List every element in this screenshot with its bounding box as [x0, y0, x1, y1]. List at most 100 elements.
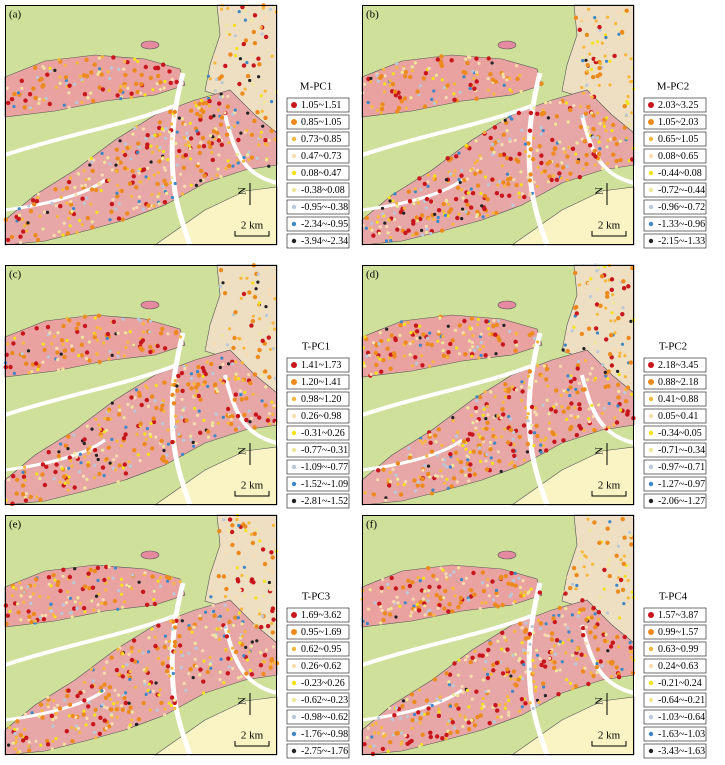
- legend-label: -1.52~-1.09: [301, 479, 348, 490]
- sample-dot: [143, 679, 147, 683]
- sample-dot: [478, 607, 482, 611]
- sample-dot: [155, 82, 159, 86]
- sample-dot: [189, 386, 194, 391]
- sample-dot: [239, 675, 243, 679]
- sample-dot: [499, 193, 505, 198]
- sample-dot: [496, 715, 500, 719]
- sample-dot: [193, 657, 197, 661]
- sample-dot: [478, 335, 483, 339]
- sample-dot: [580, 85, 584, 90]
- sample-dot: [628, 360, 633, 365]
- sample-dot: [619, 29, 625, 35]
- sample-dot: [112, 458, 116, 462]
- sample-dot: [37, 714, 41, 718]
- sample-dot: [155, 181, 160, 187]
- sample-dot: [234, 595, 238, 599]
- legend-label: 0.41~0.88: [658, 394, 698, 405]
- sample-dot: [152, 204, 156, 208]
- sample-dot: [491, 142, 495, 146]
- sample-dot: [35, 75, 39, 80]
- sample-dot: [467, 473, 472, 478]
- sample-dot: [237, 523, 241, 528]
- sample-dot: [257, 347, 262, 353]
- sample-dot: [252, 554, 256, 559]
- sample-dot: [563, 150, 567, 154]
- sample-dot: [116, 693, 121, 697]
- sample-dot: [192, 444, 196, 448]
- sample-dot: [181, 408, 185, 412]
- sample-dot: [70, 209, 74, 213]
- sample-dot: [7, 743, 11, 747]
- scale-bar: [591, 231, 627, 237]
- sample-dot: [215, 389, 220, 393]
- sample-dot: [129, 95, 133, 100]
- sample-dot: [604, 33, 608, 37]
- sample-dot: [483, 353, 488, 358]
- sample-dot: [532, 180, 536, 184]
- sample-dot: [475, 209, 480, 215]
- sample-dot: [606, 384, 611, 389]
- sample-dot: [388, 480, 393, 484]
- sample-dot: [573, 15, 579, 20]
- sample-dot: [107, 685, 113, 690]
- sample-dot: [591, 562, 595, 566]
- sample-dot: [168, 674, 172, 678]
- map-unit: [497, 40, 517, 50]
- sample-dot: [163, 713, 167, 717]
- sample-dot: [388, 79, 392, 83]
- sample-dot: [606, 649, 610, 653]
- sample-dot: [218, 678, 222, 682]
- sample-dot: [464, 718, 468, 722]
- sample-dot: [261, 671, 266, 677]
- sample-dot: [188, 136, 194, 141]
- sample-dot: [60, 611, 64, 616]
- sample-dot: [85, 477, 89, 481]
- legend-label: 0.95~1.69: [301, 627, 341, 638]
- sample-dot: [259, 94, 263, 98]
- sample-dot: [49, 602, 53, 606]
- sample-dot: [388, 366, 393, 371]
- sample-dot: [245, 658, 249, 662]
- sample-dot: [438, 595, 443, 600]
- sample-dot: [418, 324, 422, 328]
- sample-dot: [413, 355, 418, 360]
- sample-dot: [153, 635, 157, 639]
- map-unit: [497, 550, 517, 560]
- sample-dot: [38, 214, 42, 218]
- sample-dot: [554, 122, 558, 126]
- sample-dot: [70, 344, 74, 348]
- sample-dot: [493, 395, 497, 399]
- channel: [361, 613, 535, 667]
- sample-dot: [537, 143, 542, 149]
- north-label: N: [594, 447, 606, 455]
- sample-dot: [21, 492, 26, 497]
- sample-dot: [85, 356, 89, 361]
- sample-dot: [129, 657, 135, 663]
- legend-symbol: [648, 680, 654, 686]
- panel-label: (d): [366, 269, 379, 281]
- sample-dot: [627, 75, 631, 79]
- sample-dot: [419, 436, 423, 440]
- sample-dot: [186, 382, 191, 387]
- sample-dot: [187, 651, 191, 655]
- legend-label: -1.27~-0.97: [658, 479, 705, 490]
- sample-dot: [604, 337, 609, 342]
- sample-dot: [226, 608, 230, 612]
- sample-dot: [175, 384, 179, 388]
- sample-dot: [238, 641, 242, 645]
- sample-dot: [446, 486, 450, 490]
- legend-symbol: [648, 362, 654, 368]
- scale-label: 2 km: [598, 730, 621, 742]
- sample-dot: [104, 726, 108, 730]
- sample-dot: [156, 171, 160, 175]
- sample-dot: [208, 115, 213, 120]
- sample-dot: [387, 356, 392, 360]
- sample-dot: [29, 601, 33, 606]
- sample-dot: [597, 540, 602, 545]
- sample-dot: [614, 22, 618, 26]
- legend-box: [286, 476, 350, 492]
- sample-dot: [405, 715, 409, 719]
- sample-dot: [240, 607, 244, 611]
- sample-dot: [607, 573, 612, 579]
- sample-dot: [5, 86, 9, 90]
